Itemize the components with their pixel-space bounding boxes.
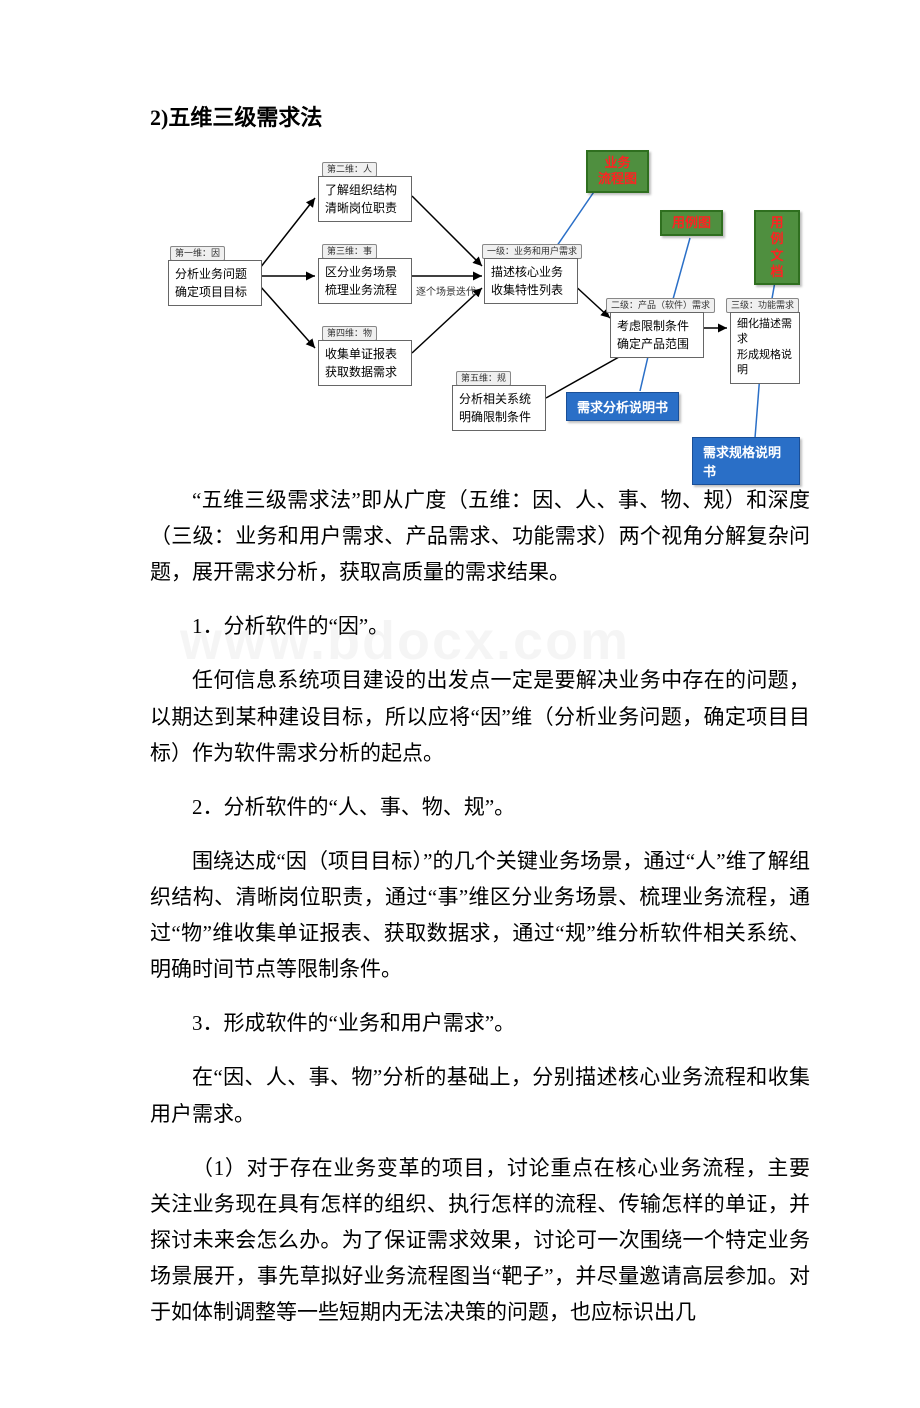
document-page: 2)五维三级需求法 xyxy=(0,0,920,1408)
para-step1: 1．分析软件的“因”。 xyxy=(150,608,810,644)
level3-line1: 细化描述需求 xyxy=(737,318,792,345)
level3-box: 细化描述需求 形成规格说明 xyxy=(730,312,800,384)
level2-box: 考虑限制条件 确定产品范围 xyxy=(610,312,704,358)
tag-usedoc-l2: 文档 xyxy=(770,248,783,279)
para-step1-body: 任何信息系统项目建设的出发点一定是要解决业务中存在的问题，以期达到某种建设目标，… xyxy=(150,662,810,770)
tag-flowchart: 业务 流程图 xyxy=(586,150,649,193)
dim4-line2: 获取数据需求 xyxy=(325,365,397,379)
para-item1: （1）对于存在业务变革的项目，讨论重点在核心业务流程，主要关注业务现在具有怎样的… xyxy=(150,1150,810,1331)
tag-usedoc: 用例 文档 xyxy=(754,210,800,285)
dim1-box: 分析业务问题 确定项目目标 xyxy=(168,260,262,306)
dim5-line1: 分析相关系统 xyxy=(459,392,531,406)
tag-req-analysis: 需求分析说明书 xyxy=(566,392,679,421)
dim1-label: 第一维：因 xyxy=(170,246,225,261)
dim2-label: 第二维：人 xyxy=(322,162,377,177)
para-step2-body: 围绕达成“因（项目目标）”的几个关键业务场景，通过“人”维了解组织结构、清晰岗位… xyxy=(150,843,810,987)
level1-label: 一级：业务和用户需求 xyxy=(482,244,582,259)
para-step2: 2．分析软件的“人、事、物、规”。 xyxy=(150,789,810,825)
dim3-line1: 区分业务场景 xyxy=(325,265,397,279)
dim3-line2: 梳理业务流程 xyxy=(325,283,397,297)
level2-line1: 考虑限制条件 xyxy=(617,319,689,333)
level2-line2: 确定产品范围 xyxy=(617,337,689,351)
tag-req-rule: 需求规格说明书 xyxy=(692,437,800,485)
dim4-box: 收集单证报表 获取数据需求 xyxy=(318,340,412,386)
dim4-line1: 收集单证报表 xyxy=(325,347,397,361)
tag-flowchart-l1: 业务 xyxy=(605,155,631,170)
dim5-line2: 明确限制条件 xyxy=(459,410,531,424)
level1-box: 描述核心业务 收集特性列表 xyxy=(484,258,578,304)
level2-label: 二级：产品（软件）需求 xyxy=(606,298,715,313)
tag-usecase-text: 用例图 xyxy=(672,215,711,230)
tag-usedoc-l1: 用例 xyxy=(770,215,783,246)
level3-line2: 形成规格说明 xyxy=(737,349,792,376)
dim3-label: 第三维：事 xyxy=(322,244,377,259)
section-heading: 2)五维三级需求法 xyxy=(150,100,810,132)
iter-note: 逐个场景迭代 xyxy=(416,283,476,298)
level1-line1: 描述核心业务 xyxy=(491,265,563,279)
dim4-label: 第四维：物 xyxy=(322,326,377,341)
para-step3: 3．形成软件的“业务和用户需求”。 xyxy=(150,1005,810,1041)
level1-line2: 收集特性列表 xyxy=(491,283,563,297)
dim3-box: 区分业务场景 梳理业务流程 xyxy=(318,258,412,304)
dim5-label: 第五维：规 xyxy=(456,371,511,386)
dim1-line2: 确定项目目标 xyxy=(175,285,247,299)
dim1-line1: 分析业务问题 xyxy=(175,267,247,281)
para-step3-body: 在“因、人、事、物”分析的基础上，分别描述核心业务流程和收集用户需求。 xyxy=(150,1059,810,1131)
tag-usecase: 用例图 xyxy=(660,210,723,236)
para-intro: “五维三级需求法”即从广度（五维：因、人、事、物、规）和深度（三级：业务和用户需… xyxy=(150,482,810,590)
level3-label: 三级：功能需求 xyxy=(726,298,799,313)
tag-flowchart-l2: 流程图 xyxy=(598,171,637,186)
dim5-box: 分析相关系统 明确限制条件 xyxy=(452,385,546,431)
diagram: 第一维：因 分析业务问题 确定项目目标 第二维：人 了解组织结构 清晰岗位职责 … xyxy=(160,148,800,458)
dim2-line2: 清晰岗位职责 xyxy=(325,201,397,215)
dim2-box: 了解组织结构 清晰岗位职责 xyxy=(318,176,412,222)
dim2-line1: 了解组织结构 xyxy=(325,183,397,197)
